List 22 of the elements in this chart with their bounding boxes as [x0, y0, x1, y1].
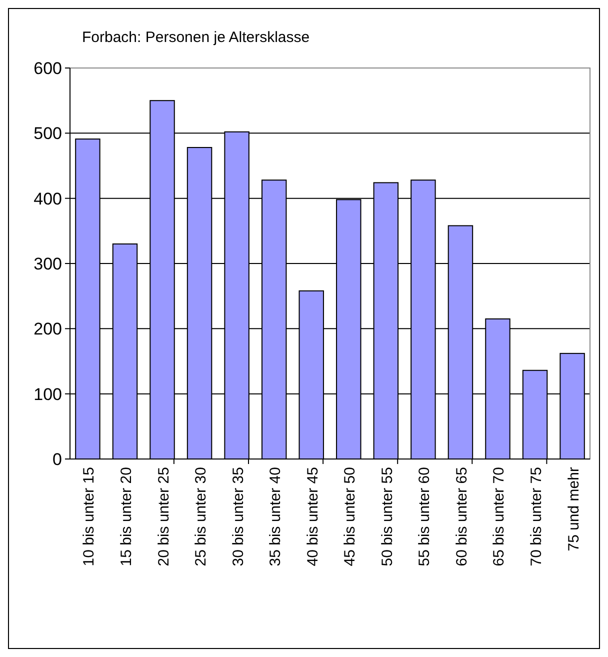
x-tick-label: 35 bis unter 40: [267, 467, 284, 566]
x-tick-label: 60 bis unter 65: [453, 467, 470, 566]
x-tick-label: 15 bis unter 20: [118, 467, 135, 566]
chart-title: Forbach: Personen je Altersklasse: [82, 29, 310, 46]
x-tick-label: 65 bis unter 70: [490, 467, 508, 566]
x-tick-label: 25 bis unter 30: [192, 467, 210, 566]
x-tick-label: 45 bis unter 50: [342, 467, 359, 566]
y-tick-label: 600: [34, 58, 62, 78]
x-tick-label: 55 bis unter 60: [416, 467, 434, 566]
y-tick-label: 300: [34, 254, 62, 274]
x-tick-label: 40 bis unter 45: [304, 467, 322, 566]
x-tick-label: 75 und mehr: [565, 467, 582, 552]
x-tick-label: 10 bis unter 15: [80, 467, 98, 566]
x-tick-label: 70 bis unter 75: [528, 467, 546, 566]
y-tick-label: 200: [34, 320, 62, 339]
y-tick-label: 100: [34, 384, 62, 404]
x-tick-label: 50 bis unter 55: [378, 467, 396, 566]
y-tick-label: 0: [52, 450, 62, 469]
y-tick-label: 400: [34, 189, 62, 208]
y-tick-label: 500: [34, 124, 62, 144]
x-tick-label: 30 bis unter 35: [230, 467, 247, 566]
x-tick-label: 20 bis unter 25: [155, 467, 172, 566]
